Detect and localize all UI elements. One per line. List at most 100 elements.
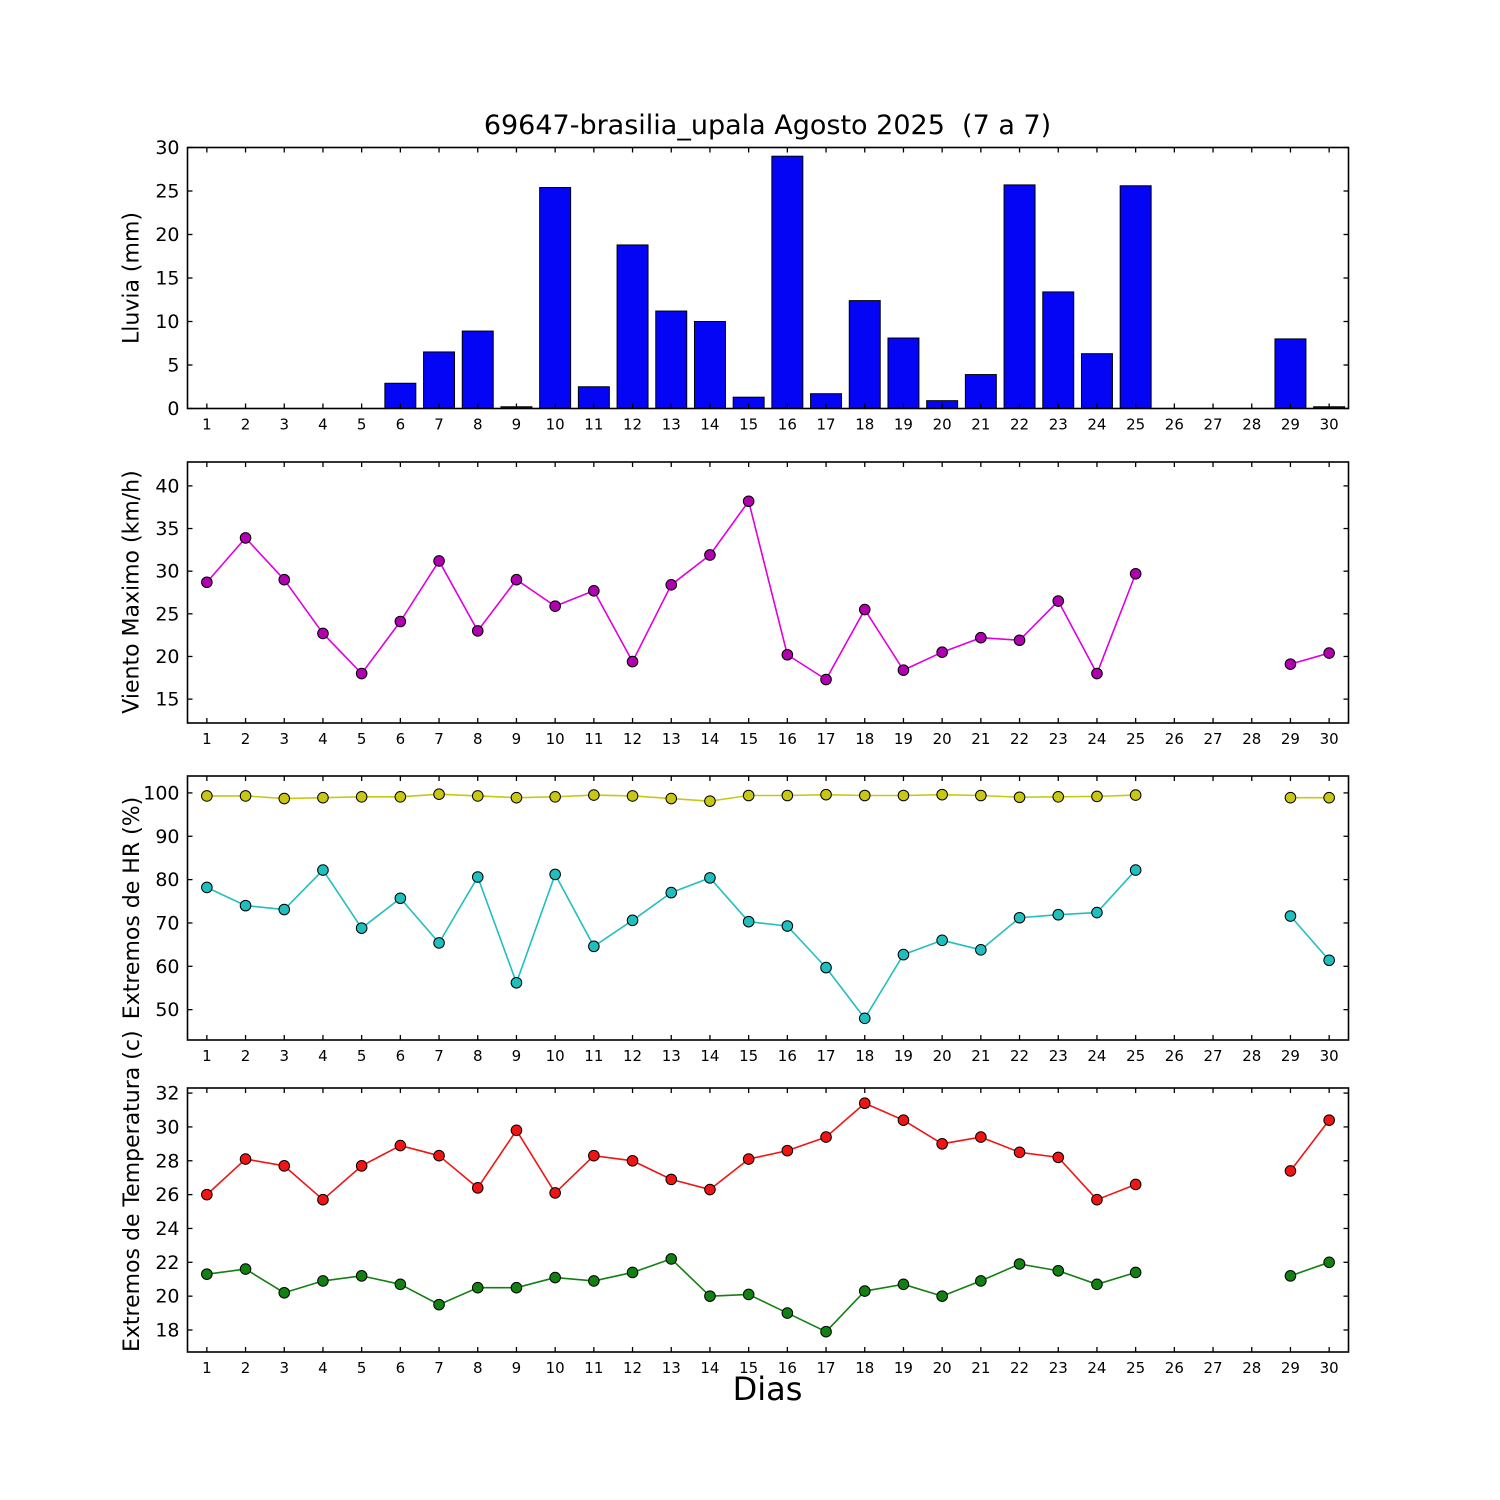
- subplot-temperatura: 1 2 3 4 5 6 7 8 9 10 11 12 13 14 15 16 17 18 19 20 21 22 23 24 2…: [155, 1083, 1350, 1377]
- lluvia-xtick-4: 4: [318, 416, 328, 434]
- hr_maxima-marker-day-25: [1129, 789, 1142, 801]
- temperatura_minima-marker-day-3: [278, 1286, 291, 1299]
- temperatura_maxima-marker-day-7: [433, 1149, 445, 1162]
- hr-xtick-6: 6: [396, 1047, 406, 1065]
- hr-ytick-50: 50: [155, 999, 179, 1021]
- hr-xtick-26: 26: [1165, 1047, 1184, 1065]
- viento-ytick-35: 35: [155, 518, 179, 540]
- hr-xtick-5: 5: [357, 1047, 367, 1065]
- hr_minima-marker-day-18: [858, 1012, 871, 1025]
- temperatura_maxima-marker-day-5: [355, 1160, 368, 1172]
- hr-xtick-3: 3: [279, 1047, 289, 1065]
- lluvia-xtick-18: 18: [855, 416, 874, 434]
- hr_maxima-marker-day-15: [742, 789, 755, 802]
- lluvia-xtick-6: 6: [396, 416, 406, 434]
- hr_minima-marker-day-11: [588, 940, 600, 953]
- hr_maxima-marker-day-21: [975, 789, 987, 802]
- bar-day-22: [1003, 184, 1036, 409]
- bar-day-12: [616, 244, 649, 409]
- viento_maximo-marker-day-11: [588, 584, 600, 597]
- hr-xtick-10: 10: [546, 1047, 565, 1065]
- subplot-viento: 1 2 3 4 5 6 7 8 9 10 11 12 13 14 15 16 17 18 19 20 21 22 23 24 2…: [155, 461, 1350, 748]
- temperatura_maxima-marker-day-13: [665, 1173, 678, 1186]
- hr_minima-marker-day-25: [1129, 864, 1142, 876]
- viento-xtick-28: 28: [1242, 730, 1261, 748]
- temperatura-xtick-30: 30: [1320, 1359, 1339, 1377]
- viento-ytick-15: 15: [155, 689, 179, 711]
- temperatura_maxima-marker-day-14: [704, 1183, 716, 1196]
- bar-day-25: [1119, 185, 1152, 409]
- viento-ytick-30: 30: [155, 561, 179, 583]
- bar-day-19: [887, 337, 920, 409]
- hr-xtick-17: 17: [817, 1047, 836, 1065]
- hr_maxima-marker-day-11: [588, 789, 600, 801]
- temperatura_maxima-marker-day-3: [278, 1160, 291, 1172]
- hr_minima-marker-day-20: [936, 934, 948, 947]
- temperatura_maxima-marker-day-16: [781, 1144, 794, 1157]
- hr_minima-marker-day-8: [471, 871, 484, 883]
- bar-day-14: [693, 321, 726, 409]
- xlabel-dias: Dias: [732, 1370, 803, 1408]
- temperatura_maxima-marker-day-8: [471, 1182, 484, 1194]
- temperatura_maxima-marker-day-23: [1052, 1151, 1065, 1164]
- lluvia-ytick-15: 15: [155, 268, 179, 290]
- temperatura-xtick-26: 26: [1165, 1359, 1184, 1377]
- hr-xtick-14: 14: [700, 1047, 719, 1065]
- lluvia-xtick-20: 20: [933, 416, 952, 434]
- temperatura-xtick-4: 4: [318, 1359, 328, 1377]
- viento_maximo-marker-day-19: [897, 664, 910, 676]
- temperatura_maxima-marker-day-18: [858, 1097, 871, 1110]
- temperatura_minima-marker-day-6: [394, 1278, 407, 1291]
- hr_maxima-marker-day-24: [1091, 790, 1103, 803]
- lluvia-xtick-16: 16: [778, 416, 797, 434]
- temperatura-xtick-25: 25: [1126, 1359, 1145, 1377]
- viento_maximo-marker-day-18: [858, 603, 871, 616]
- temperatura_maxima-marker-day-10: [549, 1187, 561, 1199]
- temperatura_maxima-marker-day-11: [588, 1149, 600, 1162]
- hr-xtick-4: 4: [318, 1047, 328, 1065]
- temperatura-ytick-28: 28: [155, 1150, 179, 1172]
- temperatura_maxima-marker-day-9: [510, 1124, 523, 1137]
- viento_maximo-marker-day-12: [626, 655, 639, 668]
- hr_minima-marker-day-29: [1284, 910, 1297, 922]
- lluvia-xtick-1: 1: [202, 416, 212, 434]
- lluvia-x-tick-labels: 1 2 3 4 5 6 7 8 9 10 11 12 13 14 15 16 17 18 19 20 21 22 23 24 2…: [202, 416, 1339, 434]
- temperatura_minima-marker-day-20: [936, 1290, 948, 1302]
- hr_maxima-marker-day-4: [317, 791, 329, 804]
- viento-ticks: [187, 462, 1349, 723]
- temperatura_maxima-marker-day-15: [742, 1153, 755, 1165]
- viento-xtick-30: 30: [1320, 730, 1339, 748]
- hr-xtick-18: 18: [855, 1047, 874, 1065]
- viento_maximo-marker-day-4: [317, 627, 329, 640]
- lluvia-xtick-26: 26: [1165, 416, 1184, 434]
- hr-xtick-11: 11: [584, 1047, 603, 1065]
- hr_maxima-marker-day-6: [394, 791, 407, 803]
- lluvia-xtick-7: 7: [434, 416, 444, 434]
- lluvia-xtick-11: 11: [584, 416, 603, 434]
- temperatura_minima-marker-day-5: [355, 1270, 368, 1282]
- temperatura_maxima-marker-day-1: [201, 1188, 213, 1201]
- bar-day-18: [848, 300, 881, 409]
- hr_maxima-marker-day-20: [936, 788, 948, 801]
- viento_maximo-marker-day-14: [704, 549, 716, 561]
- hr-xtick-25: 25: [1126, 1047, 1145, 1065]
- temperatura-xtick-27: 27: [1204, 1359, 1223, 1377]
- viento-xtick-18: 18: [855, 730, 874, 748]
- lluvia-xtick-15: 15: [739, 416, 758, 434]
- viento-ytick-40: 40: [155, 475, 179, 497]
- temperatura_maxima-marker-day-17: [820, 1131, 832, 1143]
- lluvia-xtick-8: 8: [473, 416, 483, 434]
- viento_maximo-marker-day-25: [1129, 567, 1142, 580]
- temperatura-ytick-32: 32: [155, 1083, 179, 1105]
- temperatura_minima-marker-day-30: [1323, 1256, 1335, 1269]
- hr-xtick-12: 12: [623, 1047, 642, 1065]
- hr_maxima-marker-day-17: [820, 788, 832, 801]
- temperatura_minima-marker-day-16: [781, 1307, 794, 1319]
- hr_minima-marker-day-13: [665, 886, 678, 899]
- hr-xtick-30: 30: [1320, 1047, 1339, 1065]
- temperatura_minima-marker-day-8: [471, 1281, 484, 1294]
- hr_maxima-marker-day-1: [201, 790, 213, 802]
- temperatura-xtick-9: 9: [512, 1359, 522, 1377]
- hr_minima-marker-day-22: [1013, 911, 1026, 924]
- hr_maxima-marker-day-14: [704, 795, 716, 807]
